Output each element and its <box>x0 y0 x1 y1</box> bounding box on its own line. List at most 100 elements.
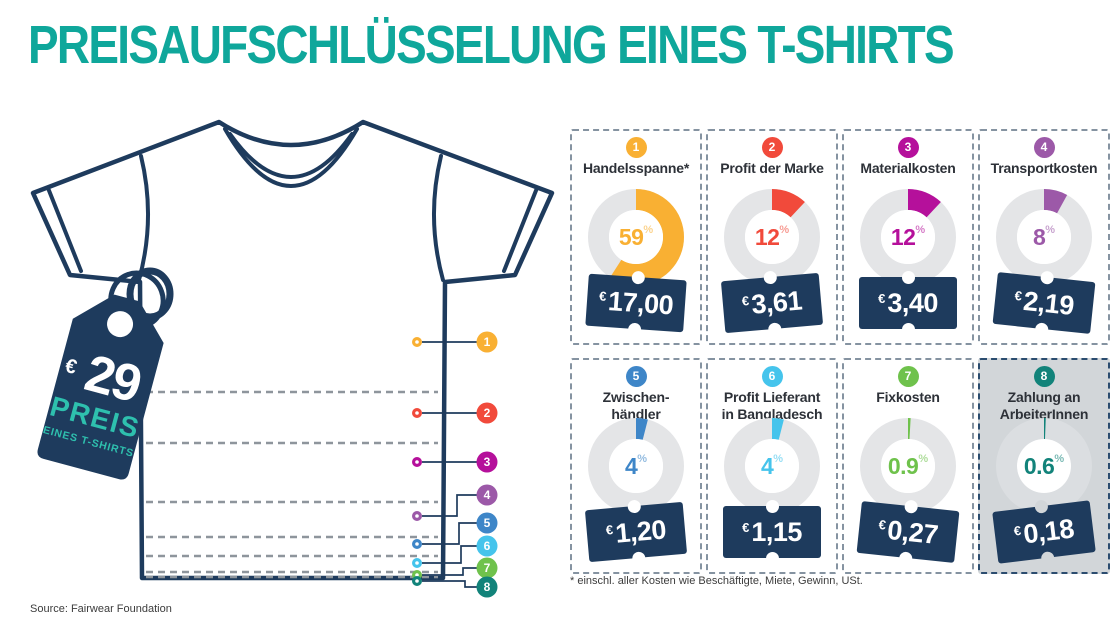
percent-value: 8 <box>1032 223 1046 250</box>
shirt-marker-badges: 1 2 3 4 5 6 7 8 <box>476 331 498 598</box>
cost-card: 4 Transportkosten 8% €2,19 <box>978 129 1110 345</box>
donut-arc <box>860 418 956 514</box>
segment-dot <box>412 558 423 569</box>
card-title-line: ArbeiterInnen <box>999 405 1089 422</box>
card-number-badge: 3 <box>897 137 919 158</box>
donut-arc <box>588 418 684 514</box>
collar-band-inner <box>228 132 354 179</box>
sticker-amount: 2,19 <box>1021 285 1076 321</box>
sticker-currency: € <box>1012 522 1022 539</box>
price-sticker: €2,19 <box>992 272 1096 334</box>
marker-badge <box>476 402 498 424</box>
card-number-badge: 6 <box>761 366 783 387</box>
price-hangtag: € 29 PREIS EINES T-SHIRTS <box>37 294 164 480</box>
card-number: 6 <box>768 369 776 383</box>
marker-connector <box>422 494 477 517</box>
donut-percent: 12% <box>722 187 822 287</box>
armhole-seam-right <box>432 154 445 282</box>
percent-value: 12 <box>890 223 916 250</box>
card-title-line: Profit der Marke <box>720 160 824 176</box>
price-sticker: €3,61 <box>720 272 824 334</box>
marker-number: 3 <box>484 455 491 469</box>
sticker-amount: 0,27 <box>885 514 940 550</box>
sticker-currency: € <box>742 519 750 535</box>
marker-badge <box>476 512 498 534</box>
card-title-line: Zahlung an <box>1007 389 1081 405</box>
card-title-line: in Bangladesch <box>721 405 823 422</box>
price-sticker: €17,00 <box>585 273 687 333</box>
cuff-line-left <box>46 186 83 273</box>
percent-value: 59 <box>618 223 644 250</box>
donut-percent: 59% <box>586 187 686 287</box>
card-title: Profit der Marke <box>708 160 836 177</box>
percent-value: 12 <box>754 223 780 250</box>
cost-card: 1 Handelsspanne* 59% €17,00 <box>570 129 702 345</box>
marker-connectors <box>422 341 477 588</box>
cost-card: 7 Fixkosten 0.9% €0,27 <box>842 358 974 574</box>
hangtag-hole <box>107 311 134 338</box>
percent-value: 4 <box>624 452 638 479</box>
segment-dots <box>412 337 423 587</box>
cost-card: 5 Zwischen-händler 4% €1,20 <box>570 358 702 574</box>
card-number: 8 <box>1040 369 1048 383</box>
card-number-badge: 8 <box>1033 366 1055 387</box>
marker-connector <box>422 580 477 588</box>
tshirt-graphic: 1 2 3 4 5 6 7 8 € 29 PREIS EINES T-SHIRT… <box>30 119 555 598</box>
cost-card: 3 Materialkosten 12% €3,40 <box>842 129 974 345</box>
donut-percent: 4% <box>722 416 822 516</box>
sticker-amount: 17,00 <box>607 285 675 321</box>
percent-value: 4 <box>760 452 774 479</box>
card-title: Profit Lieferant in Bangladesch <box>708 389 836 422</box>
sticker-currency: € <box>605 521 614 538</box>
sticker-currency: € <box>877 516 887 533</box>
marker-connector <box>422 545 477 564</box>
percent-symbol: % <box>915 224 926 236</box>
card-number-badge: 7 <box>897 366 919 387</box>
cost-card: 2 Profit der Marke 12% €3,61 <box>706 129 838 345</box>
percent-value: 0.9 <box>887 452 919 479</box>
marker-number: 5 <box>484 516 491 530</box>
price-sticker: €3,40 <box>859 270 957 336</box>
card-title: Zahlung an ArbeiterInnen <box>980 389 1108 422</box>
price-sticker: €0,27 <box>856 501 960 563</box>
marker-connector <box>422 522 477 545</box>
sticker-currency: € <box>1013 287 1023 304</box>
marker-number: 8 <box>484 580 491 594</box>
card-title: Zwischen-händler <box>572 389 700 422</box>
donut-percent: 12% <box>858 187 958 287</box>
card-title: Handelsspanne* <box>572 160 700 177</box>
donut-chart: 8% <box>994 187 1094 287</box>
sticker-amount: 3,40 <box>887 287 938 318</box>
sticker-amount: 1,15 <box>751 516 802 547</box>
segment-dot <box>412 576 423 587</box>
price-sticker: €1,20 <box>584 501 688 563</box>
donut-percent: 0.6% <box>994 416 1094 516</box>
marker-number: 4 <box>484 488 491 502</box>
card-title-line: Transportkosten <box>990 160 1098 176</box>
marker-number: 6 <box>484 539 491 553</box>
hangtag-body <box>37 294 164 480</box>
card-number: 5 <box>632 369 640 383</box>
percent-symbol: % <box>918 453 929 465</box>
collar-band-outer <box>223 127 359 188</box>
card-title: Transportkosten <box>980 160 1108 177</box>
donut-arc <box>996 418 1092 514</box>
card-title: Materialkosten <box>844 160 972 177</box>
card-title-line: händler <box>611 405 661 422</box>
segment-dot <box>412 457 423 468</box>
segment-dot <box>412 511 423 522</box>
percent-symbol: % <box>637 453 648 465</box>
marker-badge <box>476 484 498 506</box>
card-title-line: Profit Lieferant <box>723 389 821 405</box>
card-number: 4 <box>1040 140 1048 154</box>
footnote: * einschl. aller Kosten wie Beschäftigte… <box>570 575 863 587</box>
sticker-amount: 3,61 <box>750 284 804 320</box>
donut-arc <box>724 189 820 285</box>
percent-symbol: % <box>643 224 654 236</box>
marker-badge <box>476 451 498 473</box>
source-note: Source: Fairwear Foundation <box>30 603 172 615</box>
donut-arc <box>860 189 956 285</box>
cost-card: 6 Profit Lieferant in Bangladesch 4% €1,1… <box>706 358 838 574</box>
card-number-badge: 4 <box>1033 137 1055 158</box>
